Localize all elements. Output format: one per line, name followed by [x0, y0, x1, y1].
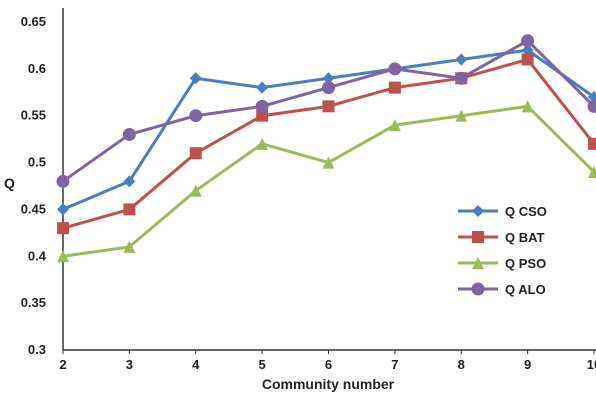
y-tick-labels: 0.3 0.35 0.4 0.45 0.5 0.55 0.6 0.65 [21, 14, 47, 357]
x-tick-label: 2 [59, 357, 66, 372]
data-point-q-alo [122, 127, 136, 141]
x-tick-label: 6 [325, 357, 332, 372]
data-point-q-cso [256, 81, 269, 94]
data-point-q-pso [189, 184, 202, 197]
legend-label: Q ALO [505, 282, 546, 297]
data-point-q-bat [57, 222, 69, 235]
x-tick-label: 4 [192, 357, 200, 372]
legend-marker [472, 205, 484, 217]
x-tick-labels: 2 3 4 5 6 7 8 9 10 [59, 357, 596, 372]
legend-item-q-pso: Q PSO [458, 256, 546, 271]
data-point-q-bat [588, 137, 596, 150]
data-point-q-alo [388, 62, 402, 76]
data-point-q-cso [322, 72, 335, 85]
legend-marker [472, 231, 484, 243]
x-tick-label: 7 [391, 357, 398, 372]
series-q-cso [57, 44, 596, 216]
x-tick-label: 3 [126, 357, 133, 372]
data-point-q-bat [189, 147, 202, 160]
data-point-q-pso [123, 240, 136, 253]
y-tick-label: 0.55 [21, 108, 46, 123]
legend-marker [472, 257, 484, 269]
data-point-q-bat [123, 203, 136, 216]
data-point-q-pso [256, 137, 269, 150]
data-point-q-cso [57, 203, 69, 216]
legend-label: Q PSO [505, 256, 546, 271]
y-tick-label: 0.6 [28, 61, 46, 76]
data-point-q-cso [521, 44, 534, 57]
y-tick-label: 0.3 [28, 342, 46, 357]
data-point-q-pso [521, 100, 534, 113]
data-point-q-bat [521, 53, 534, 66]
data-point-q-cso [455, 53, 468, 66]
legend-item-q-bat: Q BAT [458, 230, 545, 245]
y-tick-label: 0.45 [21, 201, 46, 216]
series-layer [56, 34, 596, 263]
data-point-q-alo [521, 34, 535, 48]
legend-item-q-cso: Q CSO [458, 204, 547, 219]
x-tick-label: 5 [259, 357, 266, 372]
y-axis-title: Q [4, 175, 15, 191]
legend-item-q-alo: Q ALO [458, 282, 546, 297]
y-tick-label: 0.35 [21, 295, 46, 310]
data-point-q-alo [454, 71, 468, 85]
x-tick-label: 10 [587, 357, 596, 372]
x-axis-title: Community number [262, 376, 395, 392]
legend-label: Q BAT [505, 230, 545, 245]
legend-marker [471, 282, 485, 296]
x-tick-label: 8 [458, 357, 465, 372]
data-point-q-pso [455, 109, 468, 122]
data-point-q-bat [256, 109, 269, 122]
data-point-q-pso [388, 119, 401, 132]
axes [62, 8, 596, 354]
data-point-q-bat [388, 81, 401, 94]
data-point-q-pso [588, 165, 596, 178]
series-q-bat [57, 53, 596, 235]
legend-label: Q CSO [505, 204, 547, 219]
data-point-q-cso [189, 72, 202, 85]
data-point-q-alo [255, 99, 269, 113]
x-tick-label: 9 [524, 357, 531, 372]
data-point-q-cso [123, 175, 136, 188]
data-point-q-alo [189, 109, 203, 123]
y-tick-label: 0.65 [21, 14, 46, 29]
data-point-q-alo [322, 81, 335, 95]
y-tick-label: 0.4 [28, 248, 47, 263]
series-q-pso [57, 100, 596, 263]
data-point-q-alo [56, 174, 70, 188]
legend: Q CSO Q BAT Q PSO Q ALO [458, 204, 547, 297]
y-tick-label: 0.5 [28, 155, 46, 170]
series-q-alo [56, 34, 596, 188]
data-point-q-pso [57, 250, 69, 263]
data-point-q-alo [587, 99, 596, 113]
data-point-q-bat [322, 100, 335, 113]
data-point-q-pso [322, 156, 335, 169]
